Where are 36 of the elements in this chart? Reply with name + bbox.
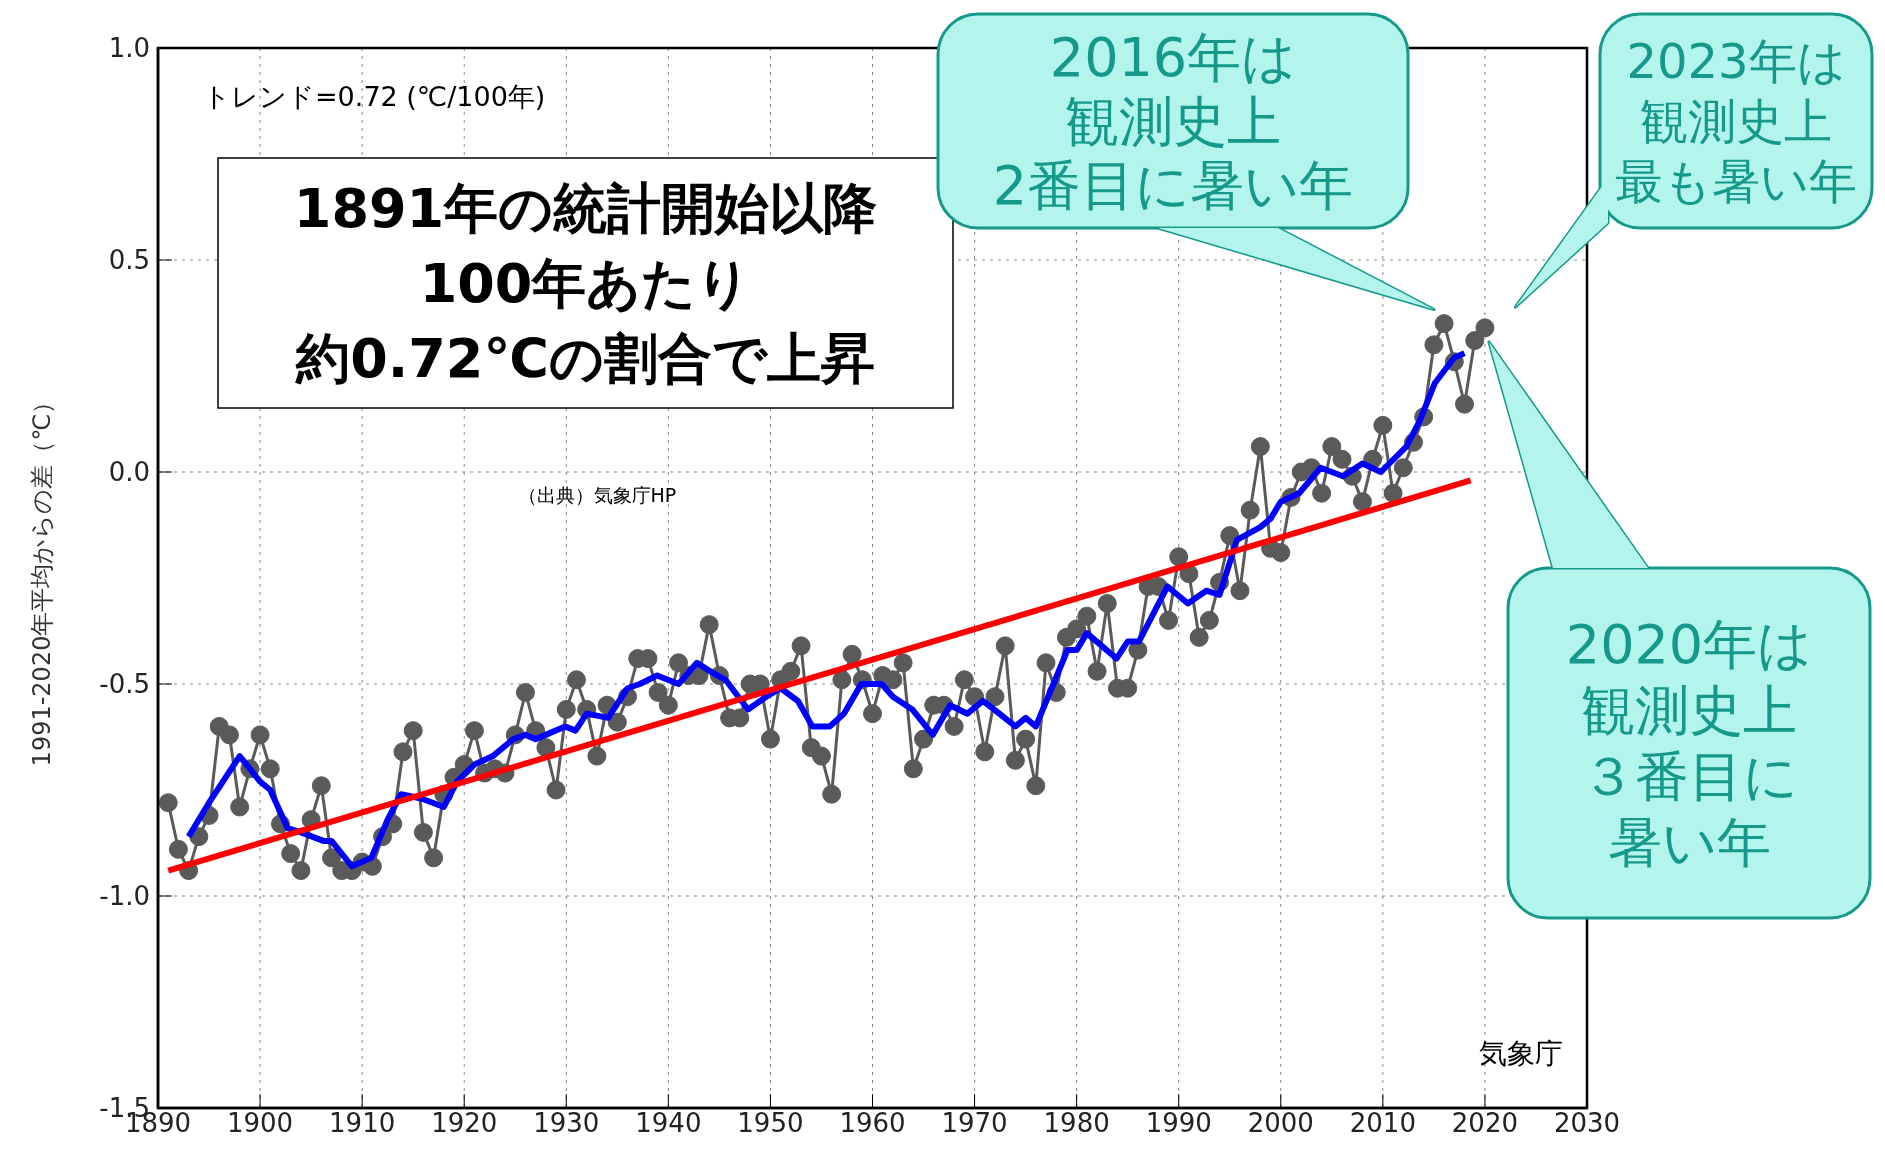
annotation: 2020年は <box>1565 613 1813 677</box>
annotation: ３番目に <box>1580 745 1798 809</box>
x-tick-label: 2020 <box>1451 1108 1519 1139</box>
x-tick-label: 1920 <box>431 1108 498 1139</box>
text: 最も暑い年 <box>1615 153 1857 210</box>
annotation: 約0.72℃の割合で上昇 <box>295 327 875 391</box>
annotation: 2016年は <box>1049 26 1297 90</box>
annotation: （出典）気象庁HP <box>517 483 677 506</box>
x-tick-label: 1960 <box>839 1108 906 1139</box>
annotation: 2番目に暑い年 <box>992 154 1354 218</box>
annotation: トレンド=0.72 (℃/100年) <box>203 81 546 112</box>
x-tick-label: 2030 <box>1553 1108 1621 1139</box>
annotation: 1891年の統計開始以降 <box>293 177 878 241</box>
y-tick-label: -0.5 <box>99 669 150 700</box>
x-tick-label: 1970 <box>941 1108 1008 1139</box>
x-tick-label: 2010 <box>1349 1108 1416 1139</box>
y-tick-label: 1.0 <box>108 33 150 64</box>
annotation: 観測史上 <box>1065 90 1281 154</box>
x-tick-label: 1990 <box>1145 1108 1212 1139</box>
x-tick-label: 1910 <box>329 1108 396 1139</box>
y-tick-label: 0.5 <box>108 245 150 276</box>
y-axis-title: 1991-2020年平均からの差（℃） <box>28 389 56 767</box>
text: 観測史上 <box>1640 93 1832 150</box>
x-tick-label: 1950 <box>737 1108 804 1139</box>
annotation: 観測史上 <box>1581 679 1797 743</box>
x-tick-label: 1940 <box>635 1108 702 1139</box>
text: 暑い年 <box>1607 811 1771 875</box>
text: 2023年は <box>1626 33 1846 90</box>
x-tick-label: 2000 <box>1247 1108 1314 1139</box>
x-tick-label: 1980 <box>1043 1108 1110 1139</box>
annotation: 100年あたり <box>419 252 752 316</box>
y-tick-label: 0.0 <box>108 457 150 488</box>
x-tick-label: 1900 <box>226 1108 294 1139</box>
annotation: 気象庁 <box>1479 1037 1563 1070</box>
y-tick-label: -1.0 <box>99 881 150 912</box>
x-tick-label: 1930 <box>533 1108 600 1139</box>
